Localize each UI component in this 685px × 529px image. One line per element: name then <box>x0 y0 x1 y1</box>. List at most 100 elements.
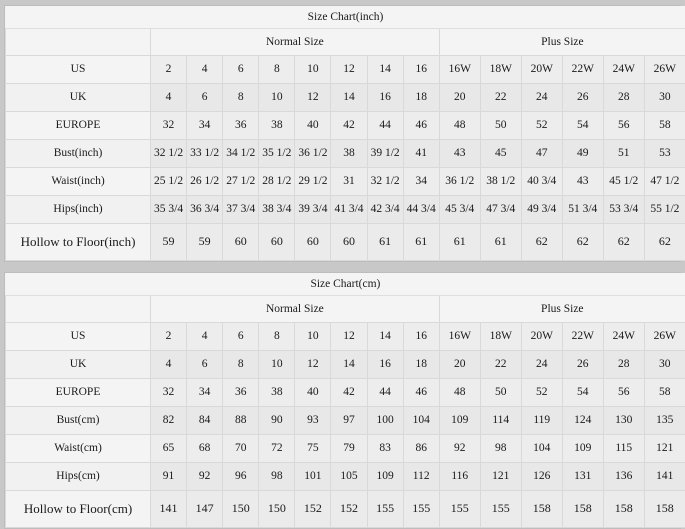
table-cell: 115 <box>602 434 645 463</box>
table-cell: 83 <box>366 434 404 463</box>
table-cell: 65 <box>149 434 188 463</box>
table-cell: 116 <box>438 462 481 491</box>
table-cell: 43 <box>438 139 481 168</box>
table-cell: 131 <box>561 462 604 491</box>
table-cell: 16 <box>402 55 440 84</box>
table-cell: 22 <box>479 83 522 112</box>
table-cell: 58 <box>643 378 685 407</box>
table-cell: 82 <box>149 406 188 435</box>
table-cell: 109 <box>561 434 604 463</box>
table-cell: 60 <box>222 223 260 261</box>
table-cell: 4 <box>149 83 188 112</box>
table-cell: 53 <box>643 139 685 168</box>
table-cell: 61 <box>402 223 440 261</box>
table-row: Hips(cm) 91 92 96 98 101 105 109 112 116 121 126 131… <box>5 462 685 491</box>
table-cell: 44 <box>366 378 404 407</box>
table-cell: 121 <box>479 462 522 491</box>
table-row: US 2 4 6 8 10 12 14 16 16W 18W 20W 22W 24W 26W <box>5 322 685 351</box>
table-cell: 50 <box>479 378 522 407</box>
table-cell: 152 <box>330 490 368 528</box>
table-cell: 136 <box>602 462 645 491</box>
table-cell: 29 1/2 <box>294 167 332 196</box>
table-cell: 62 <box>561 223 604 261</box>
table-cell: 62 <box>643 223 685 261</box>
table-cell: 18W <box>479 55 522 84</box>
table-cell: 41 <box>402 139 440 168</box>
table-cell: 6 <box>186 83 224 112</box>
table-cell: 91 <box>149 462 188 491</box>
table-cell: 141 <box>149 490 188 528</box>
table-cell: 22 <box>479 350 522 379</box>
table-cell: 60 <box>294 223 332 261</box>
table-cell: 32 <box>149 111 188 140</box>
group-header-plus-size: Plus Size <box>438 295 685 323</box>
table-cell: 8 <box>258 322 296 351</box>
row-label-waist-inch: Waist(inch) <box>5 167 151 196</box>
table-cell: 59 <box>149 223 188 261</box>
table-cell: 109 <box>366 462 404 491</box>
table-cell: 20 <box>438 83 481 112</box>
table-cell: 97 <box>330 406 368 435</box>
table-cell: 52 <box>520 111 563 140</box>
table-cell: 10 <box>258 83 296 112</box>
table-cell: 41 3/4 <box>330 195 368 224</box>
table-cell: 24 <box>520 83 563 112</box>
table-cell: 34 <box>402 167 440 196</box>
table-row: Hollow to Floor(inch) 59 59 60 60 60 60 61 61 61 6… <box>5 223 685 261</box>
table-cell: 49 3/4 <box>520 195 563 224</box>
table-cell: 58 <box>643 111 685 140</box>
table-cell: 8 <box>258 55 296 84</box>
table-cell: 155 <box>366 490 404 528</box>
table-cell: 98 <box>479 434 522 463</box>
table-cell: 26W <box>643 55 685 84</box>
table-cell: 155 <box>479 490 522 528</box>
table-cell: 38 <box>330 139 368 168</box>
table-cell: 119 <box>520 406 563 435</box>
table-cell: 16W <box>438 55 481 84</box>
table-cell: 93 <box>294 406 332 435</box>
table-cell: 44 <box>366 111 404 140</box>
table-cell: 54 <box>561 378 604 407</box>
table-cell: 8 <box>222 350 260 379</box>
table-cell: 40 <box>294 111 332 140</box>
table-cell: 26W <box>643 322 685 351</box>
table-cell: 112 <box>402 462 440 491</box>
table-cell: 14 <box>330 350 368 379</box>
table-cell: 24 <box>520 350 563 379</box>
table-cell: 48 <box>438 378 481 407</box>
table-cell: 32 <box>149 378 188 407</box>
table-cell: 31 <box>330 167 368 196</box>
table-cell: 12 <box>330 55 368 84</box>
table-cell: 18W <box>479 322 522 351</box>
table-cell: 6 <box>222 322 260 351</box>
table-cell: 18 <box>402 350 440 379</box>
table-cell: 79 <box>330 434 368 463</box>
table-cell: 88 <box>222 406 260 435</box>
table-cell: 72 <box>258 434 296 463</box>
table-cell: 147 <box>186 490 224 528</box>
table-cell: 22W <box>561 322 604 351</box>
table-cell: 32 1/2 <box>149 139 188 168</box>
table-cell: 126 <box>520 462 563 491</box>
table-cell: 28 1/2 <box>258 167 296 196</box>
table-cell: 68 <box>186 434 224 463</box>
table-cell: 109 <box>438 406 481 435</box>
table-cell: 28 <box>602 350 645 379</box>
table-cell: 60 <box>330 223 368 261</box>
table-cell: 101 <box>294 462 332 491</box>
table-cell: 20W <box>520 322 563 351</box>
table-cell: 47 1/2 <box>643 167 685 196</box>
table-cell: 135 <box>643 406 685 435</box>
table-cell: 20W <box>520 55 563 84</box>
table-cell: 38 1/2 <box>479 167 522 196</box>
table-cell: 53 3/4 <box>602 195 645 224</box>
table-cell: 16W <box>438 322 481 351</box>
table-row: Hollow to Floor(cm) 141 147 150 150 152 152 155… <box>5 490 685 528</box>
table-cell: 16 <box>402 322 440 351</box>
table-cell: 12 <box>330 322 368 351</box>
table-cell: 42 3/4 <box>366 195 404 224</box>
table-cell: 100 <box>366 406 404 435</box>
table-row: Bust(inch) 32 1/2 33 1/2 34 1/2 35 1/2 36 1/2… <box>5 139 685 168</box>
table-cell: 26 1/2 <box>186 167 224 196</box>
